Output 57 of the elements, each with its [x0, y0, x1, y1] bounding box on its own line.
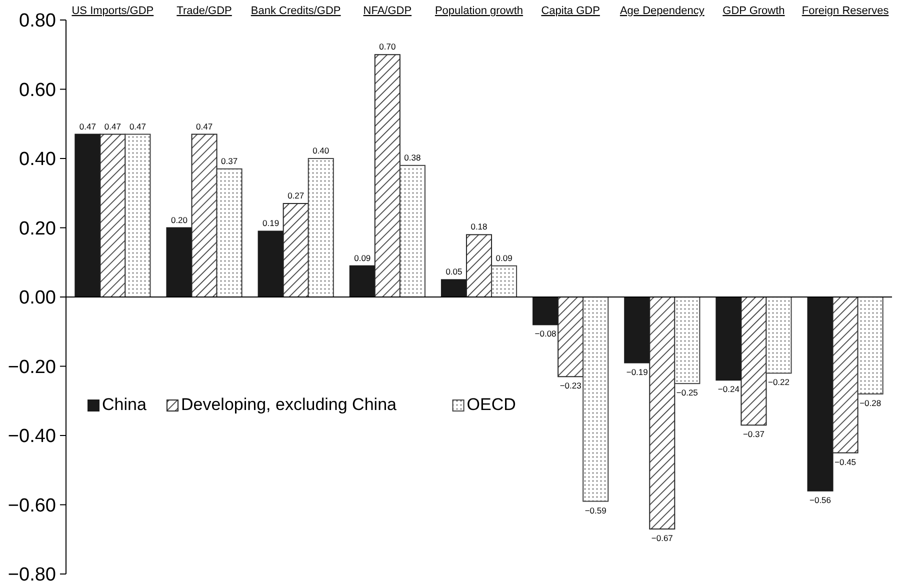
- data-label: 0.47: [196, 121, 213, 132]
- x-tick-label: Foreign Reserves: [802, 5, 890, 17]
- data-label: −0.37: [742, 429, 765, 440]
- data-label: −0.08: [534, 328, 557, 339]
- bar: [491, 265, 518, 298]
- y-tick-label: −0.80: [8, 564, 56, 584]
- data-label: −0.59: [584, 505, 607, 516]
- data-label: 0.40: [312, 146, 330, 156]
- y-tick-label: −0.20: [8, 356, 56, 378]
- data-label: −0.67: [651, 532, 674, 543]
- x-tick-label: NFA/GDP: [363, 5, 412, 17]
- data-label: 0.38: [404, 152, 421, 162]
- data-label: −0.23: [560, 380, 582, 391]
- legend-label: China: [102, 395, 147, 414]
- data-label: 0.05: [446, 266, 463, 277]
- bar: [216, 168, 242, 298]
- y-tick-label: 0.80: [19, 10, 56, 32]
- y-tick-label: 0.40: [19, 149, 56, 170]
- data-label: −0.19: [626, 366, 648, 377]
- y-tick-label: −0.40: [8, 426, 56, 448]
- data-label: 0.47: [129, 121, 146, 132]
- y-tick-label: 0.20: [19, 218, 56, 240]
- data-label: 0.47: [104, 121, 122, 132]
- bar: [674, 296, 700, 384]
- legend-label: Developing, excluding China: [181, 395, 398, 414]
- data-label: −0.25: [676, 388, 698, 398]
- data-label: 0.70: [379, 42, 396, 52]
- x-tick-label: US Imports/GDP: [72, 5, 154, 17]
- y-tick-label: 0.00: [19, 288, 56, 309]
- data-label: 0.09: [354, 252, 371, 263]
- bar: [308, 158, 334, 298]
- x-tick-label: Population growth: [434, 5, 524, 17]
- y-tick-label: 0.60: [19, 80, 56, 101]
- data-label: −0.45: [834, 456, 856, 467]
- x-tick-label: GDP Growth: [722, 5, 785, 17]
- x-tick-label: Bank Credits/GDP: [250, 5, 341, 17]
- data-label: 0.09: [496, 252, 513, 263]
- x-tick-label: Trade/GDP: [176, 5, 232, 17]
- bar: [399, 164, 426, 298]
- data-label: 0.18: [470, 222, 488, 232]
- data-label: 0.37: [221, 156, 238, 166]
- y-tick-label: −0.60: [8, 495, 56, 516]
- bar: [124, 134, 151, 298]
- bar: [582, 296, 609, 502]
- data-label: 0.20: [170, 214, 188, 225]
- x-tick-label: Capita GDP: [541, 5, 600, 17]
- data-label: −0.28: [860, 398, 882, 408]
- legend-label: OECD: [466, 395, 516, 414]
- bar: [766, 296, 792, 374]
- data-label: 0.19: [262, 218, 280, 228]
- bar: [857, 296, 884, 394]
- x-tick-label: Age Dependency: [620, 5, 705, 17]
- data-label: 0.47: [79, 121, 96, 132]
- data-label: −0.56: [810, 494, 832, 505]
- data-label: −0.22: [768, 377, 790, 388]
- data-label: −0.24: [718, 384, 740, 394]
- data-label: 0.27: [288, 190, 304, 201]
